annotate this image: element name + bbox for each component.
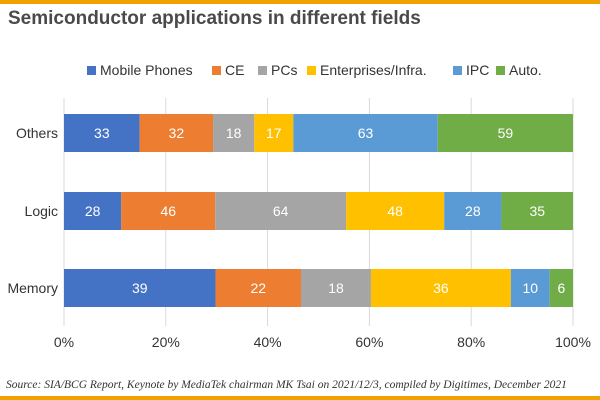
data-label: 39 <box>132 280 148 296</box>
bar-segment <box>213 114 255 152</box>
legend-swatch <box>87 66 96 75</box>
x-tick-label: 80% <box>457 334 485 350</box>
legend-swatch <box>258 66 267 75</box>
bar-segment <box>215 269 302 307</box>
bar-segment <box>139 114 214 152</box>
source-note: Source: SIA/BCG Report, Keynote by Media… <box>6 379 567 391</box>
data-label: 22 <box>250 280 266 296</box>
category-label: Logic <box>25 203 58 219</box>
bar-segment <box>444 192 502 230</box>
chart-title: Semiconductor applications in different … <box>8 8 421 29</box>
bottom-accent-rule <box>0 396 600 400</box>
legend-label: Mobile Phones <box>100 62 193 78</box>
data-label: 48 <box>387 203 403 219</box>
x-tick-label: 40% <box>254 334 282 350</box>
data-label: 63 <box>358 125 374 141</box>
bar-segment <box>437 114 573 152</box>
bar-segment <box>121 192 216 230</box>
data-label: 64 <box>273 203 289 219</box>
bar-segment <box>254 114 294 152</box>
data-label: 32 <box>169 125 185 141</box>
legend-label: CE <box>225 62 244 78</box>
category-label: Memory <box>7 280 58 296</box>
legend-label: Auto. <box>509 62 542 78</box>
data-label: 59 <box>498 125 514 141</box>
data-label: 18 <box>226 125 242 141</box>
top-accent-rule <box>0 0 600 4</box>
category-label: Others <box>16 125 58 141</box>
bar-segment <box>510 269 550 307</box>
legend-swatch <box>496 66 505 75</box>
bar-segment <box>346 192 445 230</box>
legend-label: PCs <box>271 62 297 78</box>
data-label: 33 <box>94 125 110 141</box>
legend-swatch <box>212 66 221 75</box>
bar-segment <box>370 269 511 307</box>
data-label: 10 <box>522 280 538 296</box>
bar-segment <box>301 269 371 307</box>
legend-label: IPC <box>466 62 489 78</box>
bar-segment <box>64 114 140 152</box>
data-label: 28 <box>85 203 101 219</box>
data-label: 35 <box>529 203 545 219</box>
data-label: 46 <box>160 203 176 219</box>
bar-segment <box>215 192 347 230</box>
legend-swatch <box>307 66 316 75</box>
x-tick-label: 0% <box>54 334 74 350</box>
bar-segment <box>64 269 216 307</box>
data-label: 36 <box>433 280 449 296</box>
x-tick-label: 100% <box>555 334 591 350</box>
bar-segment <box>549 269 573 307</box>
x-tick-label: 60% <box>355 334 383 350</box>
data-label: 18 <box>328 280 344 296</box>
bar-segment <box>293 114 438 152</box>
data-label: 17 <box>266 125 282 141</box>
data-label: 28 <box>465 203 481 219</box>
data-label: 6 <box>557 280 565 296</box>
bar-segment <box>64 192 122 230</box>
legend-label: Enterprises/Infra. <box>320 62 427 78</box>
legend-swatch <box>453 66 462 75</box>
bar-segment <box>501 192 573 230</box>
x-tick-label: 20% <box>152 334 180 350</box>
